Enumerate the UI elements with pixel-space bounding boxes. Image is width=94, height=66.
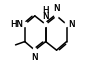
Ellipse shape	[44, 22, 47, 27]
Ellipse shape	[65, 22, 68, 27]
Text: N: N	[53, 4, 60, 13]
Text: HN: HN	[10, 20, 23, 29]
Text: N: N	[42, 12, 49, 21]
Text: N: N	[32, 53, 38, 62]
Ellipse shape	[22, 22, 28, 27]
Ellipse shape	[55, 14, 58, 18]
Text: N: N	[69, 20, 75, 29]
Text: N: N	[32, 53, 38, 62]
Text: N: N	[53, 4, 60, 13]
Text: N: N	[69, 20, 75, 29]
Text: N: N	[42, 12, 49, 21]
Ellipse shape	[33, 48, 36, 52]
Text: H: H	[42, 6, 49, 15]
Text: HN: HN	[10, 20, 23, 29]
Text: H: H	[42, 6, 49, 15]
